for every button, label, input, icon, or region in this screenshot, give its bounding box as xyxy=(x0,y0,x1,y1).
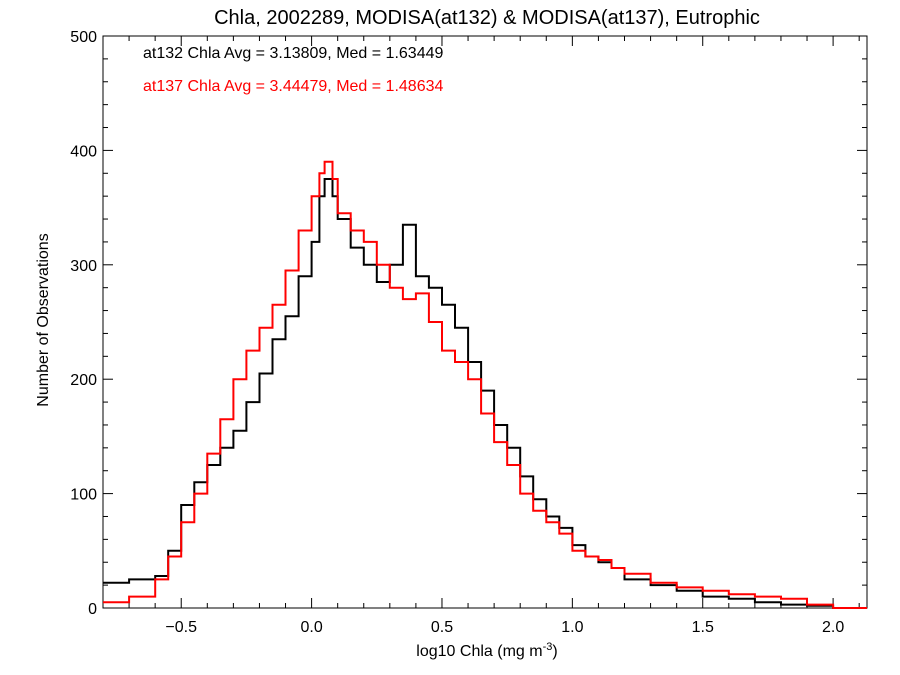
series-line-at132 xyxy=(103,178,867,609)
histogram-series xyxy=(103,160,867,609)
legend-note-at137: at137 Chla Avg = 3.44479, Med = 1.48634 xyxy=(143,78,443,95)
y-tick-label: 500 xyxy=(70,29,97,46)
x-tick-label: −0.5 xyxy=(165,619,197,636)
x-tick-label: 0.5 xyxy=(431,619,453,636)
plot-frame: −0.5 0.0 0.5 1.0 1.5 2.0 0 100 200 300 400 500 xyxy=(70,29,868,636)
plot-border xyxy=(102,35,868,609)
x-tick-label: 2.0 xyxy=(822,619,844,636)
legend-note-at132: at132 Chla Avg = 3.13809, Med = 1.63449 xyxy=(143,45,443,62)
y-tick-label: 0 xyxy=(88,601,97,618)
x-axis-label: log10 Chla (mg m-3) xyxy=(416,641,557,660)
series-line-at137 xyxy=(103,160,867,609)
y-tick-label: 100 xyxy=(70,487,97,504)
y-tick-label: 200 xyxy=(70,372,97,389)
x-axis-label-superscript: -3 xyxy=(543,641,553,653)
x-axis-label-main: log10 Chla (mg m xyxy=(416,643,542,660)
x-tick-label: 1.5 xyxy=(692,619,714,636)
y-axis-label: Number of Observations xyxy=(35,233,52,406)
x-axis-label-end: ) xyxy=(552,643,557,660)
y-tick-label: 300 xyxy=(70,258,97,275)
y-tick-label: 400 xyxy=(70,143,97,160)
x-tick-label: 1.0 xyxy=(561,619,583,636)
chart-title: Chla, 2002289, MODISA(at132) & MODISA(at… xyxy=(214,7,760,29)
x-tick-label: 0.0 xyxy=(300,619,322,636)
